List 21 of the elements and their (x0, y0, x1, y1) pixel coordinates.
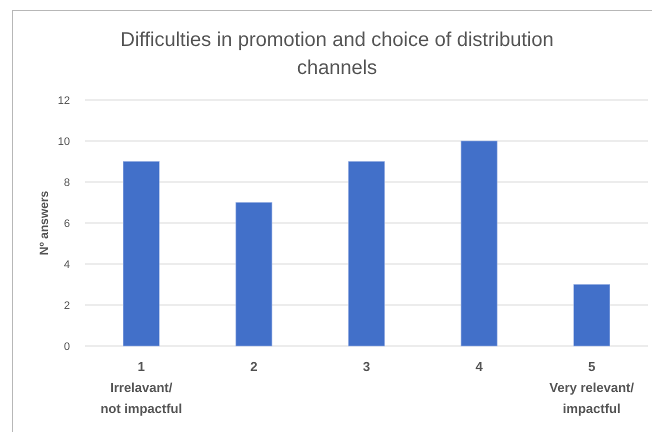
bar (573, 284, 610, 346)
y-tick-label: 2 (64, 300, 70, 312)
bar (236, 202, 272, 346)
bar (122, 161, 160, 346)
text: Irrelavant/ not impactful (100, 380, 182, 416)
y-axis-title: Nº answers (37, 190, 51, 256)
bar (460, 140, 498, 346)
x-tick-label: 2 (250, 359, 258, 374)
y-tick-label: 8 (64, 176, 70, 189)
y-tick-label: 12 (58, 94, 70, 107)
x-tick-label: 4 (475, 359, 484, 374)
y-tick-label: 6 (64, 218, 70, 230)
text: Very relevant/ impactful (549, 380, 634, 416)
y-tick-label: 10 (58, 136, 70, 148)
y-tick-label: 0 (64, 340, 70, 353)
bar (348, 161, 385, 346)
chart-title: Difficulties in promotion and choice of distribution channels (120, 29, 554, 79)
x-tick-label: 1 (138, 359, 145, 374)
x-tick-label: 3 (362, 359, 370, 374)
x-tick-label: 5 (588, 359, 596, 374)
y-tick-label: 4 (64, 258, 70, 271)
